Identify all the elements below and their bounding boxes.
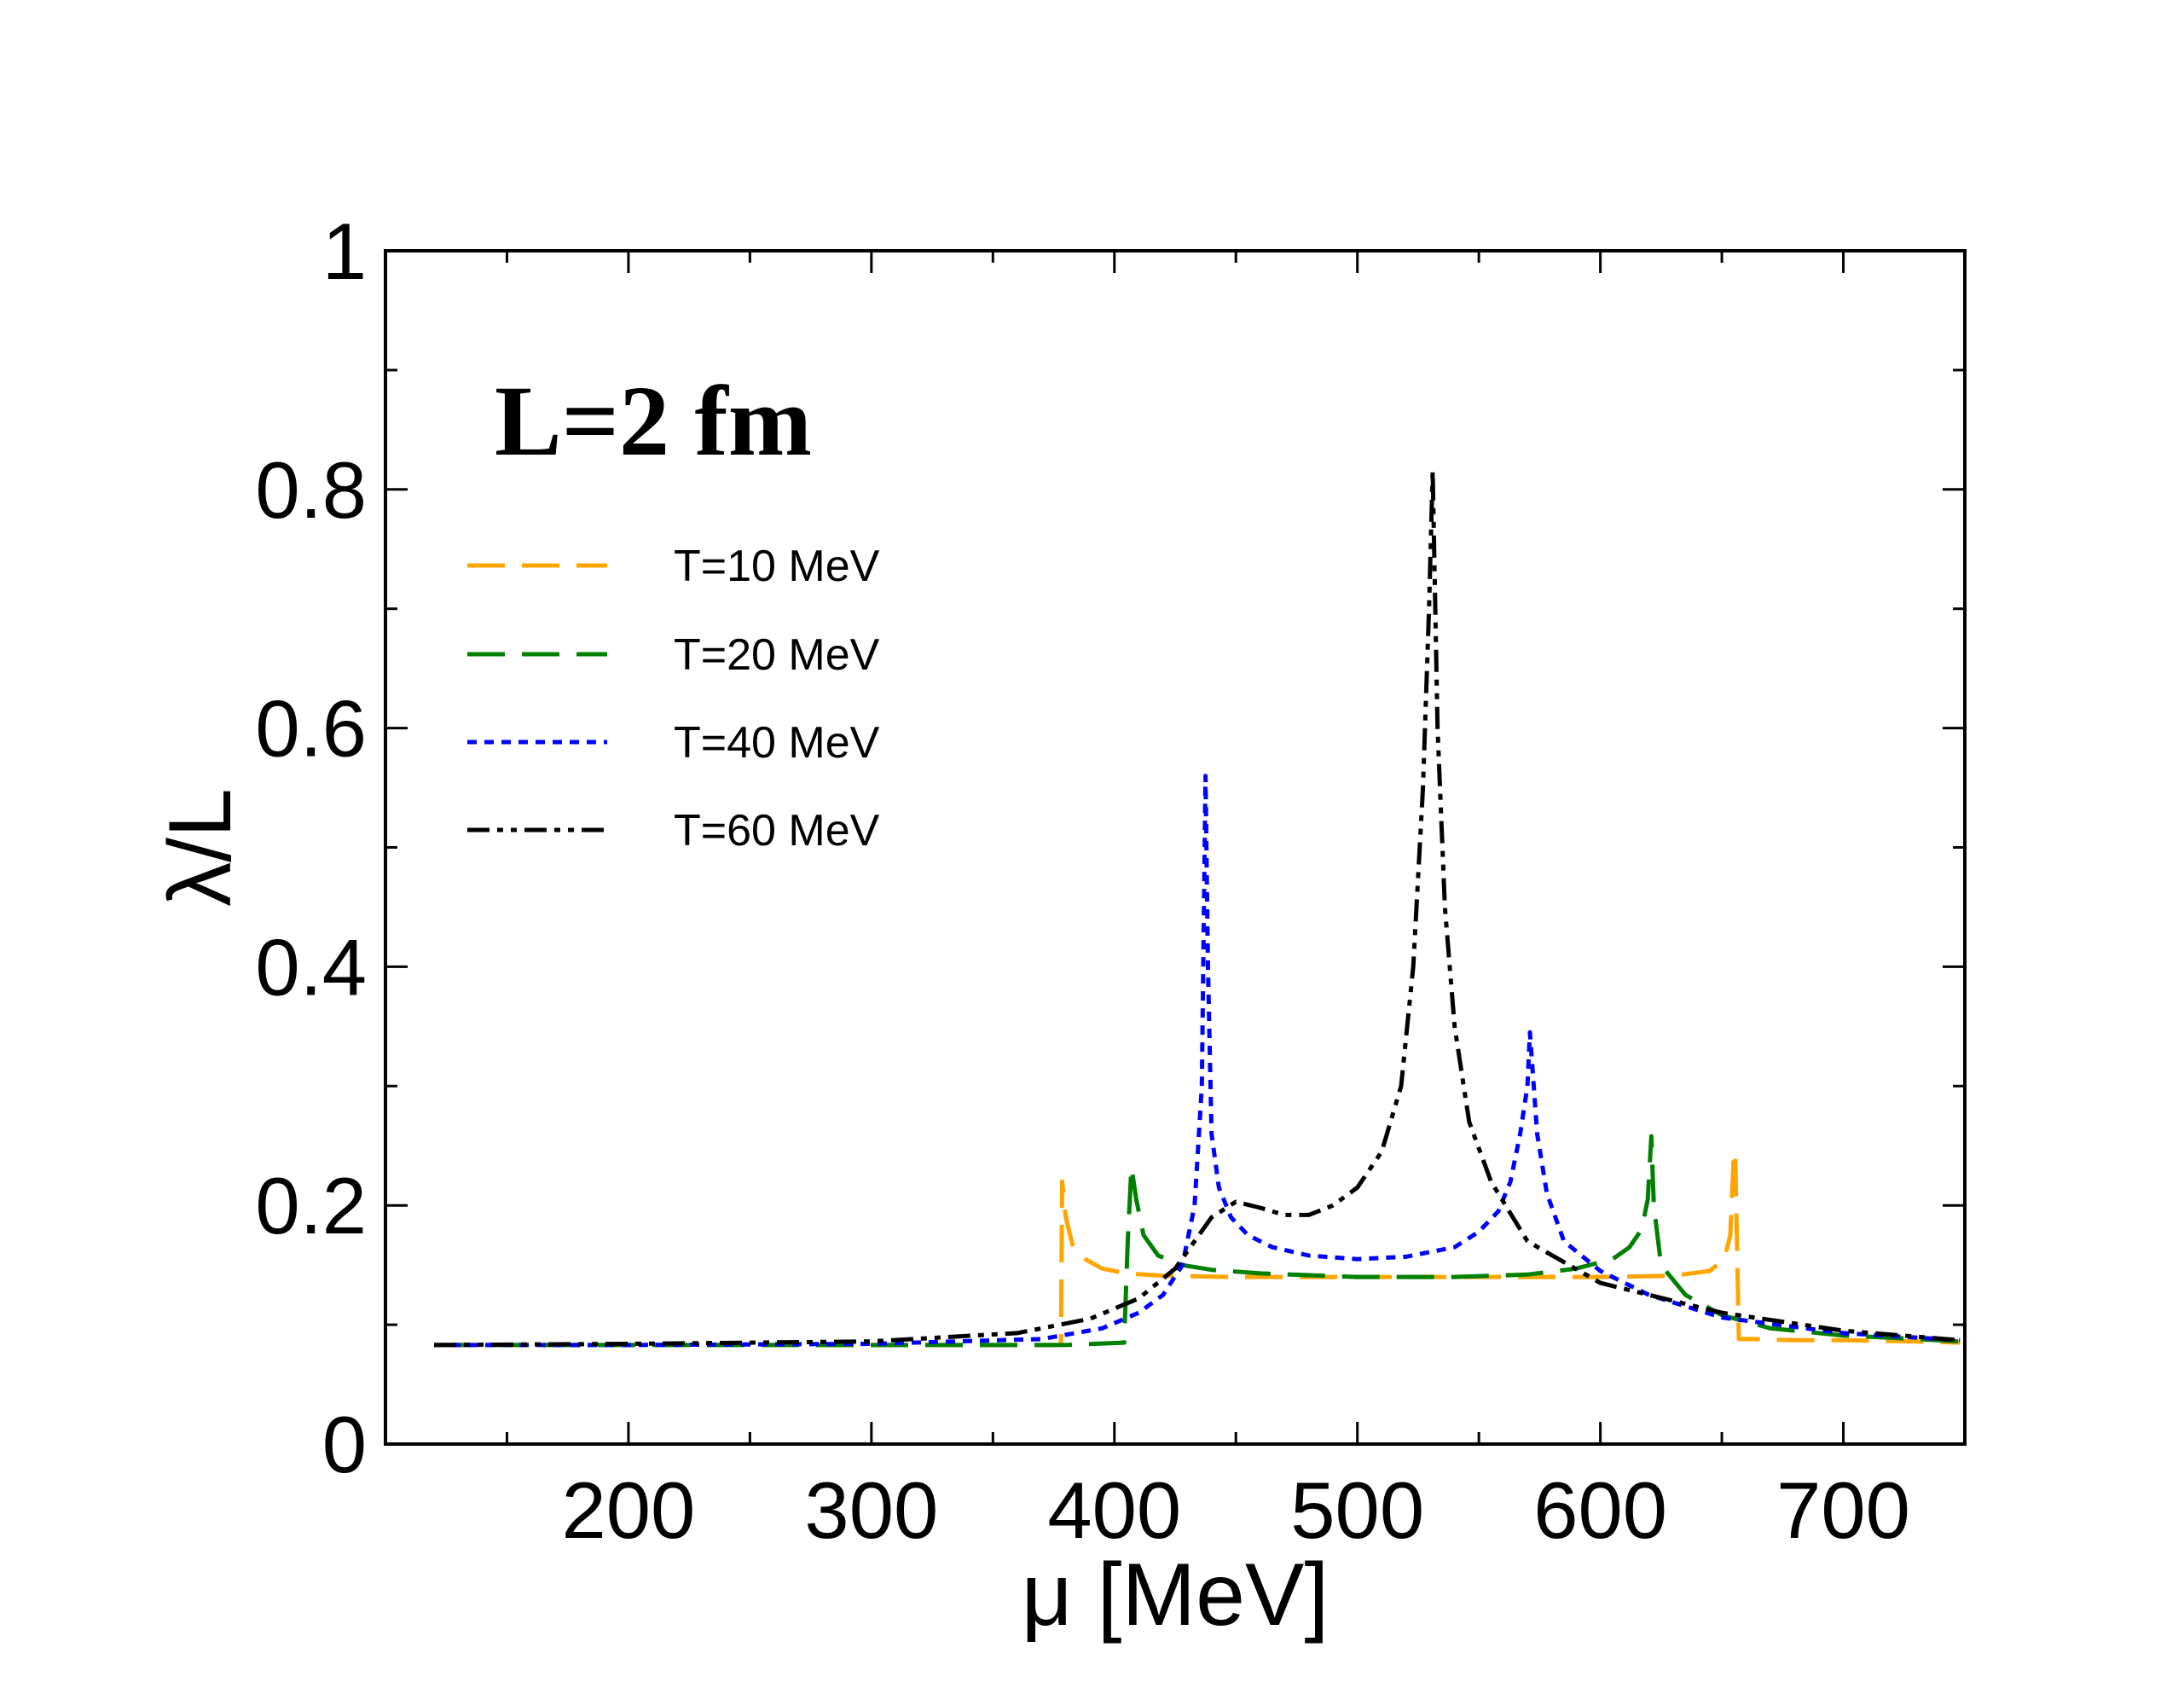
ticks-layer [385, 249, 1965, 1446]
series-layer [433, 469, 1961, 1348]
series-line-3 [434, 774, 1961, 1348]
legend: T=10 MeV T=20 MeV T=40 MeV T=60 MeV [467, 542, 880, 856]
legend-label: T=10 MeV [674, 542, 880, 591]
x-axis-title: μ [MeV] [1022, 1546, 1329, 1644]
x-tick-label: 300 [804, 1465, 938, 1555]
y-tick-label: 0 [322, 1400, 367, 1489]
y-tick-label: 0.4 [255, 922, 367, 1012]
series-line-4 [433, 469, 1961, 1348]
legend-label: T=60 MeV [674, 806, 880, 856]
legend-label: T=40 MeV [674, 718, 880, 768]
x-tick-label: 200 [562, 1465, 696, 1555]
series-line-2 [434, 1134, 1961, 1348]
x-tick-label: 700 [1776, 1465, 1910, 1555]
chart-annotation: L=2 fm [495, 365, 812, 477]
y-tick-label: 0.2 [255, 1161, 367, 1250]
y-tick-label: 0.6 [255, 684, 367, 774]
x-tick-label: 400 [1047, 1465, 1181, 1555]
x-tick-label: 500 [1290, 1465, 1424, 1555]
y-tick-label: 0.8 [255, 445, 367, 535]
y-tick-label: 1 [322, 206, 367, 296]
labels-layer: 200 300 400 500 600 700 0 0.2 0.4 0.6 0.8 1 [255, 206, 1910, 1555]
x-tick-label: 600 [1533, 1465, 1667, 1555]
legend-label: T=20 MeV [674, 630, 880, 680]
y-axis-title: λ/L [151, 788, 250, 907]
